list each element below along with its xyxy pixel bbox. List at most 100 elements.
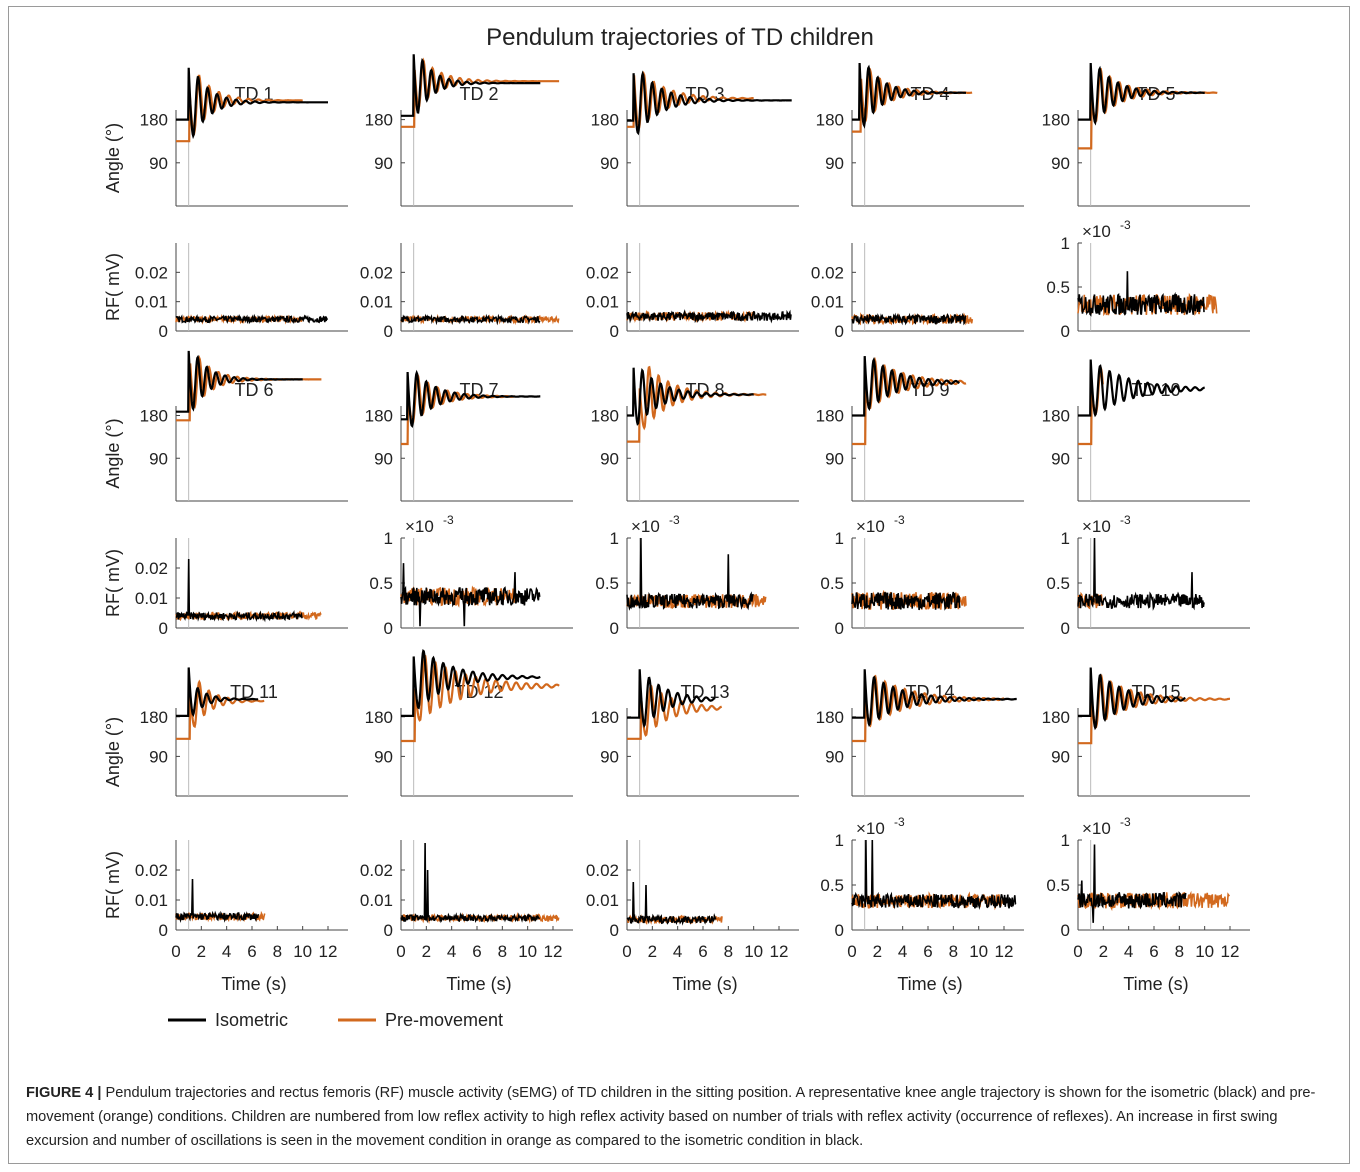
angle-tick-label-td-2: 90 (374, 154, 393, 173)
rf-tick-label-td-11: 0 (159, 921, 168, 940)
x-tick-label-td-15: 4 (1124, 942, 1133, 961)
rf-tick-label-td-5: 0 (1061, 322, 1070, 341)
rf-tick-label-td-1: 0 (159, 322, 168, 341)
rf-tick-label-td-8: 1 (610, 529, 619, 548)
isometric-angle-line-td-3 (627, 70, 792, 136)
rf-tick-label-td-6: 0.01 (135, 589, 168, 608)
x-axis-label-td-14: Time (s) (897, 974, 962, 994)
isometric-rf-line-td-8 (626, 537, 754, 611)
angle-axis-label-row2: Angle (°) (103, 418, 123, 488)
x-tick-label-td-13: 10 (744, 942, 763, 961)
panel-title-td-1: TD 1 (234, 84, 273, 104)
isometric-angle-line-td-7 (401, 369, 541, 428)
x-tick-label-td-11: 2 (197, 942, 206, 961)
x-tick-label-td-15: 10 (1195, 942, 1214, 961)
angle-tick-label-td-11: 180 (140, 708, 168, 727)
angle-tick-label-td-1: 90 (149, 154, 168, 173)
figure-caption: FIGURE 4 | Pendulum trajectories and rec… (26, 1081, 1336, 1153)
angle-tick-label-td-11: 90 (149, 747, 168, 766)
x-tick-label-td-11: 0 (171, 942, 180, 961)
rf-axis-label-row2: RF( mV) (103, 549, 123, 617)
rf-tick-label-td-1: 0.01 (135, 293, 168, 312)
x-tick-label-td-13: 4 (673, 942, 682, 961)
rf-tick-label-td-9: 0 (835, 619, 844, 638)
angle-axis-label-row3: Angle (°) (103, 717, 123, 787)
rf-tick-label-td-15: 0.5 (1046, 876, 1070, 895)
angle-tick-label-td-8: 180 (591, 407, 619, 426)
angle-tick-label-td-3: 90 (600, 154, 619, 173)
isometric-rf-line-td-13 (626, 881, 717, 926)
angle-tick-label-td-8: 90 (600, 449, 619, 468)
rf-tick-label-td-7: 0.5 (369, 574, 393, 593)
rf-tick-label-td-1: 0.02 (135, 263, 168, 282)
angle-tick-label-td-12: 180 (365, 708, 393, 727)
panel-title-td-2: TD 2 (459, 84, 498, 104)
rf-tick-label-td-3: 0.02 (586, 263, 619, 282)
rf-tick-label-td-12: 0 (384, 921, 393, 940)
x-axis-label-td-12: Time (s) (446, 974, 511, 994)
angle-tick-label-td-3: 180 (591, 111, 619, 130)
angle-tick-label-td-14: 180 (816, 708, 844, 727)
isometric-rf-line-td-12 (400, 842, 541, 924)
rf-tick-label-td-2: 0 (384, 322, 393, 341)
rf-tick-label-td-2: 0.01 (360, 293, 393, 312)
isometric-rf-line-td-5 (1077, 271, 1205, 317)
angle-tick-label-td-10: 180 (1042, 407, 1070, 426)
x-axis-label-td-13: Time (s) (672, 974, 737, 994)
x-tick-label-td-12: 0 (396, 942, 405, 961)
angle-tick-label-td-1: 180 (140, 111, 168, 130)
isometric-rf-line-td-10 (1077, 537, 1205, 611)
isometric-rf-line-td-14 (851, 839, 1017, 910)
rf-tick-label-td-5: 1 (1061, 234, 1070, 253)
x-tick-label-td-12: 6 (472, 942, 481, 961)
x-tick-label-td-11: 8 (273, 942, 282, 961)
angle-tick-label-td-2: 180 (365, 111, 393, 130)
isometric-rf-line-td-15 (1077, 844, 1187, 923)
isometric-rf-line-td-6 (175, 558, 303, 623)
scale-exponent-td-7: -3 (443, 513, 454, 527)
rf-tick-label-td-4: 0.01 (811, 293, 844, 312)
x-tick-label-td-14: 4 (898, 942, 907, 961)
rf-tick-label-td-4: 0.02 (811, 263, 844, 282)
rf-tick-label-td-15: 0 (1061, 921, 1070, 940)
scale-label-td-8: ×10 (631, 517, 660, 536)
legend-isometric-label: Isometric (215, 1010, 288, 1030)
rf-axis-label-row3: RF( mV) (103, 851, 123, 919)
isometric-rf-line-td-4 (851, 312, 967, 326)
angle-tick-label-td-5: 180 (1042, 111, 1070, 130)
angle-tick-label-td-12: 90 (374, 747, 393, 766)
rf-tick-label-td-13: 0.02 (586, 861, 619, 880)
isometric-rf-line-td-11 (175, 878, 260, 924)
x-tick-label-td-12: 4 (447, 942, 456, 961)
rf-tick-label-td-13: 0.01 (586, 891, 619, 910)
rf-tick-label-td-7: 0 (384, 619, 393, 638)
angle-tick-label-td-15: 180 (1042, 708, 1070, 727)
legend-pre-movement-label: Pre-movement (385, 1010, 503, 1030)
x-tick-label-td-11: 12 (319, 942, 338, 961)
x-tick-label-td-13: 2 (648, 942, 657, 961)
isometric-rf-line-td-3 (626, 309, 792, 324)
pendulum-chart-figure: Pendulum trajectories of TD children TD 1… (103, 24, 1250, 1030)
angle-tick-label-td-9: 180 (816, 407, 844, 426)
isometric-angle-line-td-4 (852, 62, 966, 129)
x-tick-label-td-11: 10 (293, 942, 312, 961)
x-tick-label-td-15: 8 (1175, 942, 1184, 961)
x-tick-label-td-12: 12 (544, 942, 563, 961)
figure-label: FIGURE 4 | (26, 1085, 102, 1101)
x-tick-label-td-14: 12 (995, 942, 1014, 961)
angle-tick-label-td-15: 90 (1051, 747, 1070, 766)
isometric-angle-line-td-13 (627, 669, 716, 729)
scale-label-td-7: ×10 (405, 517, 434, 536)
angle-tick-label-td-6: 90 (149, 449, 168, 468)
x-axis-label-td-11: Time (s) (221, 974, 286, 994)
angle-tick-label-td-4: 180 (816, 111, 844, 130)
rf-tick-label-td-14: 0 (835, 921, 844, 940)
x-tick-label-td-15: 0 (1073, 942, 1082, 961)
isometric-angle-line-td-8 (627, 367, 754, 426)
panel-title-td-11: TD 11 (230, 682, 278, 702)
rf-tick-label-td-10: 1 (1061, 529, 1070, 548)
scale-label-td-5: ×10 (1082, 222, 1111, 241)
x-tick-label-td-12: 8 (498, 942, 507, 961)
rf-tick-label-td-12: 0.01 (360, 891, 393, 910)
isometric-rf-line-td-7 (400, 563, 541, 627)
